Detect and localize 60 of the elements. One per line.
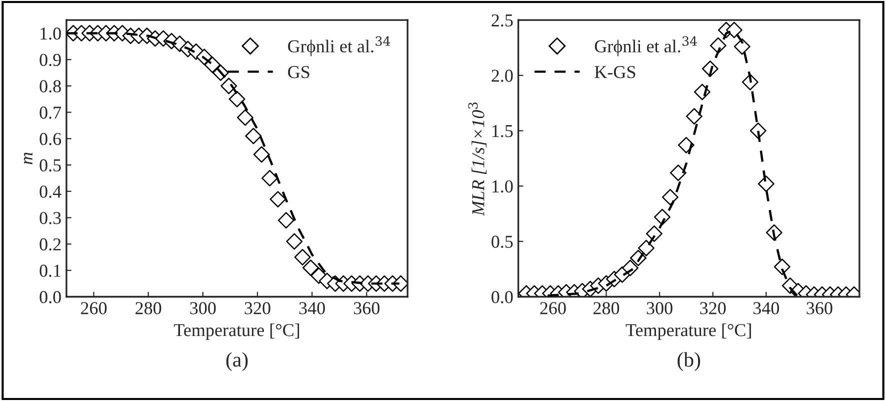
point bbox=[662, 188, 678, 206]
y-tick-label: 0.5 bbox=[492, 236, 513, 248]
point bbox=[638, 240, 654, 256]
point bbox=[646, 225, 662, 242]
x-tick-label: 280 bbox=[594, 302, 620, 314]
y-tick-label: 0.9 bbox=[40, 54, 61, 66]
x-tick-label: 300 bbox=[646, 302, 672, 314]
y-tick-label: 0.5 bbox=[40, 159, 61, 172]
y-tick-label: 0.8 bbox=[40, 80, 61, 92]
x-tick-label: 320 bbox=[244, 302, 270, 314]
legend-label: K-GS bbox=[594, 66, 636, 78]
legend-label: Grϕnli et al.$^{34}$ bbox=[594, 36, 697, 56]
y-axis-title: MLR [1/s]×10$^{3}$ bbox=[468, 102, 487, 216]
point bbox=[286, 233, 303, 250]
y-tick-label: 0.0 bbox=[492, 290, 513, 304]
y-tick-label: 0.1 bbox=[40, 264, 61, 277]
point bbox=[686, 108, 702, 125]
x-tick-label: 300 bbox=[190, 302, 216, 314]
point bbox=[253, 146, 270, 163]
y-axis-title: m bbox=[24, 152, 32, 164]
point bbox=[236, 109, 254, 126]
x-axis-title: Temperature [°C] bbox=[174, 324, 300, 340]
point bbox=[710, 37, 726, 54]
y-tick-label: 0.7 bbox=[40, 106, 62, 119]
text: (b) bbox=[678, 352, 700, 371]
y-tick-label: 1.0 bbox=[492, 180, 513, 193]
y-tick-label: 0.6 bbox=[40, 132, 62, 146]
legend-label: Grϕnli et al.$^{34}$ bbox=[288, 36, 390, 56]
x-tick-label: 340 bbox=[299, 302, 325, 314]
point bbox=[262, 170, 278, 186]
x-tick-label: 360 bbox=[354, 302, 380, 314]
y-tick-label: 1.0 bbox=[40, 27, 61, 40]
y-tick-label: 0.3 bbox=[40, 212, 61, 224]
point bbox=[758, 176, 774, 192]
y-tick-label: 2.0 bbox=[492, 70, 513, 82]
point bbox=[726, 22, 742, 38]
x-tick-label: 260 bbox=[540, 302, 566, 314]
point bbox=[670, 164, 686, 182]
x-tick-label: 280 bbox=[136, 302, 162, 314]
y-tick-label: 1.5 bbox=[492, 125, 513, 138]
x-axis-title: Temperature [°C] bbox=[626, 324, 751, 340]
x-tick-label: 260 bbox=[80, 302, 107, 314]
x-tick-label: 320 bbox=[700, 302, 726, 314]
point bbox=[270, 191, 286, 208]
y-tick-label: 0.0 bbox=[40, 290, 61, 304]
point bbox=[245, 128, 262, 144]
point bbox=[734, 38, 750, 55]
x-tick-label: 340 bbox=[753, 302, 779, 314]
y-tick-label: 0.4 bbox=[40, 186, 62, 198]
legend-label: GS bbox=[288, 66, 310, 78]
point bbox=[228, 90, 246, 108]
point bbox=[278, 212, 294, 229]
y-tick-label: 0.2 bbox=[40, 238, 61, 251]
text: (a) bbox=[226, 352, 248, 371]
point bbox=[774, 258, 790, 276]
x-tick-label: 360 bbox=[806, 302, 832, 314]
point bbox=[294, 248, 311, 266]
y-tick-label: 2.5 bbox=[492, 14, 513, 27]
point bbox=[302, 260, 319, 276]
point bbox=[220, 78, 238, 94]
